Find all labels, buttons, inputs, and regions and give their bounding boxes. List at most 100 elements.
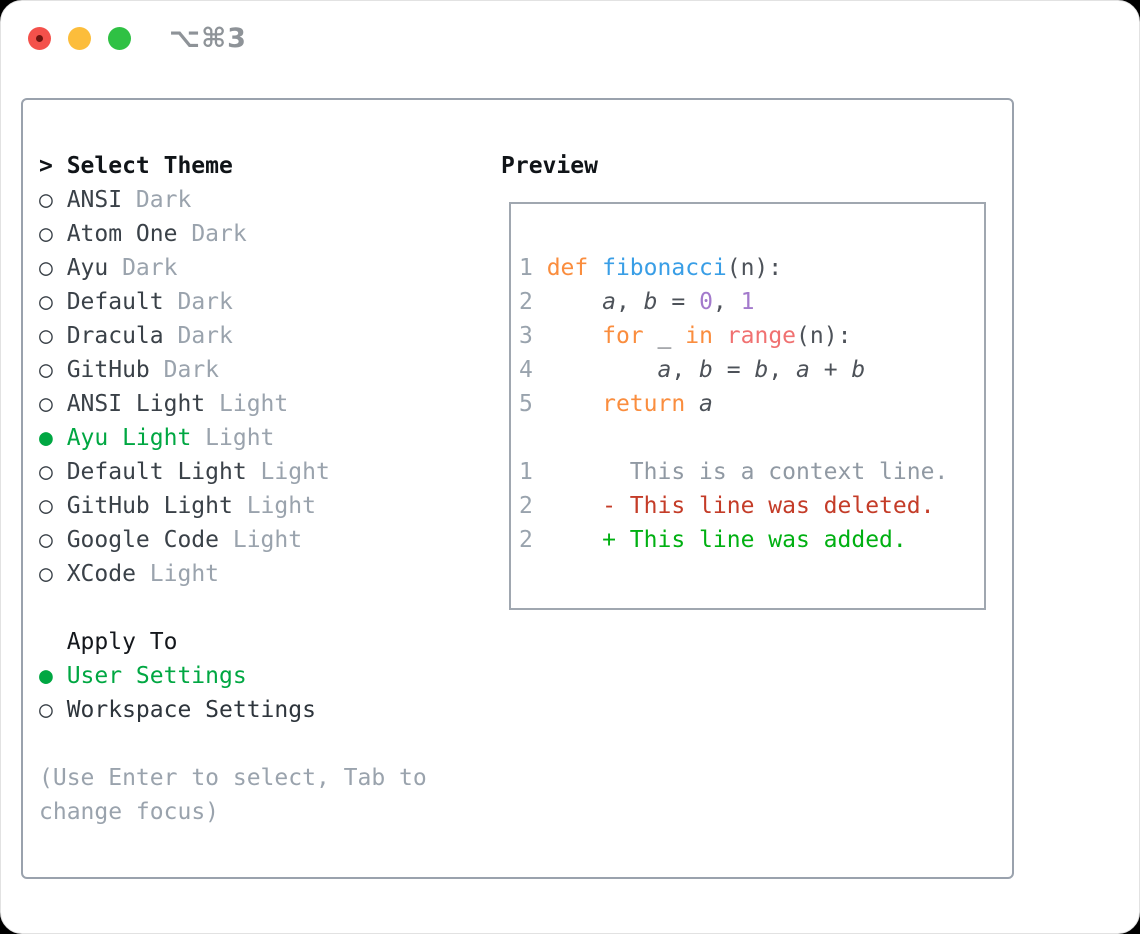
code-token-plain: (n): [796,323,852,349]
code-token-variable: a [796,357,810,383]
code-token-variable: _ [657,323,672,349]
apply-to-header: Apply To [39,625,427,659]
radio-selected-icon: ● [39,663,53,689]
code-token-plain [644,323,658,349]
code-token-variable: b [851,357,866,383]
code-token-variable: a [699,391,713,417]
theme-option[interactable]: ○ Dracula Dark [39,319,427,353]
close-button[interactable] [28,27,51,50]
radio-unselected-icon: ○ [39,323,53,349]
code-token-plain [588,255,602,281]
code-line: 2 a, b = 0, 1 [519,285,948,319]
theme-picker-panel: > Select Theme ○ ANSI Dark ○ Atom One Dark ○ A… [21,98,1014,879]
code-token-variable: b [699,357,713,383]
code-token-plain: = [657,289,700,315]
theme-variant: Light [135,561,220,587]
select-theme-header-label: Select Theme [66,153,233,179]
theme-name: XCode [66,561,136,587]
code-line: 5 return a [519,387,948,421]
code-line: 1 def fibonacci(n): [519,251,948,285]
zoom-button[interactable] [108,27,131,50]
radio-unselected-icon: ○ [39,255,53,281]
theme-option[interactable]: ○ GitHub Light Light [39,489,427,523]
theme-name: Dracula [66,323,164,349]
apply-to-option-label: Workspace Settings [66,697,316,723]
code-token-deleted: - This line was deleted. [546,493,935,519]
theme-option[interactable]: ○ Google Code Light [39,523,427,557]
radio-unselected-icon: ○ [39,391,53,417]
minimize-button[interactable] [68,27,91,50]
code-token-variable: b [643,289,658,315]
theme-option[interactable]: ○ Default Light Light [39,455,427,489]
code-token-added: + This line was added. [546,527,907,553]
code-line: 3 for _ in range(n): [519,319,948,353]
theme-option[interactable]: ○ ANSI Dark [39,183,427,217]
code-token-keyword: for [602,323,644,349]
code-token-keyword: def [546,255,589,281]
line-number: 1 [519,459,547,485]
line-number: 2 [519,527,547,553]
radio-unselected-icon: ○ [39,221,53,247]
code-token-function: fibonacci [602,255,727,281]
select-theme-header: > Select Theme [39,149,427,183]
theme-option[interactable]: ○ XCode Light [39,557,427,591]
apply-to-option[interactable]: ● User Settings [39,659,427,693]
code-token-plain: , [712,289,741,315]
code-token-plain [713,323,727,349]
code-token-plain [671,323,685,349]
theme-variant: Dark [108,255,178,281]
theme-option[interactable]: ○ ANSI Light Light [39,387,427,421]
theme-option[interactable]: ○ Default Dark [39,285,427,319]
code-token-variable: a [657,357,672,383]
theme-name: Ayu [66,255,109,281]
theme-name: Atom One [66,221,178,247]
theme-variant: Light [191,425,275,451]
theme-variant: Dark [122,187,192,213]
code-line: 2 - This line was deleted. [519,489,948,523]
apply-to-list: ● User Settings ○ Workspace Settings [39,659,427,727]
code-token-builtin: range [726,323,797,349]
theme-variant: Light [246,459,330,485]
code-token-plain: , [768,357,797,383]
code-token-variable: a [602,289,616,315]
theme-variant: Dark [163,323,233,349]
code-token-plain [685,391,699,417]
window-title: ⌥⌘3 [169,23,247,54]
apply-to-header-label: Apply To [66,629,178,655]
spacer [39,591,427,625]
radio-selected-icon: ● [39,425,53,451]
preview-header: Preview [501,153,598,179]
code-token-keyword: in [685,323,713,349]
radio-unselected-icon: ○ [39,493,53,519]
line-number: 5 [519,391,547,417]
line-number: 4 [519,357,547,383]
code-token-plain [547,323,602,349]
apply-to-option[interactable]: ○ Workspace Settings [39,693,427,727]
theme-name: ANSI [66,187,123,213]
code-token-variable: b [754,357,769,383]
hint-line: change focus) [39,799,220,825]
spacer [39,727,427,761]
radio-unselected-icon: ○ [39,697,53,723]
code-blank-line [519,421,948,455]
selection-caret-icon: > [39,153,53,179]
line-number: 1 [519,255,547,281]
theme-option[interactable]: ○ Atom One Dark [39,217,427,251]
theme-variant: Light [205,391,289,417]
hint-text: (Use Enter to select, Tab to change focus… [39,761,427,829]
theme-option[interactable]: ○ GitHub Dark [39,353,427,387]
radio-unselected-icon: ○ [39,527,53,553]
hint-line: (Use Enter to select, Tab to [39,765,427,791]
theme-variant: Dark [163,289,233,315]
theme-option[interactable]: ● Ayu Light Light [39,421,427,455]
line-number: 2 [519,493,547,519]
titlebar: ⌥⌘3 [1,1,1139,75]
line-number: 2 [519,289,547,315]
code-token-number: 0 [699,289,713,315]
theme-option[interactable]: ○ Ayu Dark [39,251,427,285]
radio-unselected-icon: ○ [39,187,53,213]
code-token-plain: = [712,357,755,383]
apply-to-option-label: User Settings [66,663,247,689]
radio-unselected-icon: ○ [39,289,53,315]
